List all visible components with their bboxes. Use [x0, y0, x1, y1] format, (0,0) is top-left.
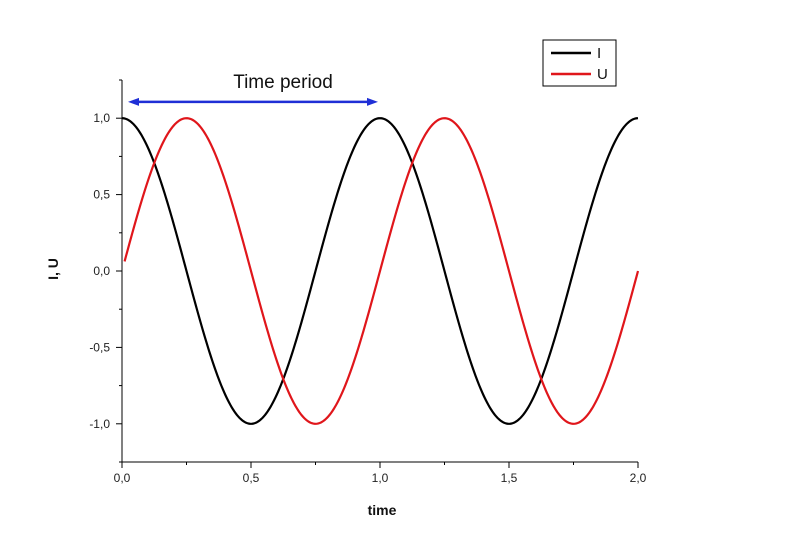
- y-tick-label: 0,0: [93, 264, 110, 278]
- series-line-u: [123, 117, 640, 425]
- legend-box: [542, 39, 617, 87]
- x-axis-title: time: [368, 502, 397, 518]
- x-tick-label: 1,5: [501, 471, 518, 485]
- series-line-i: [121, 117, 639, 425]
- x-tick-label: 0,0: [114, 471, 131, 485]
- y-tick-label: -0,5: [89, 340, 110, 354]
- x-tick-label: 1,0: [372, 471, 389, 485]
- y-tick-label: -1,0: [89, 417, 110, 431]
- time-period-annotation: Time period: [128, 72, 378, 106]
- legend-label-i: I: [597, 45, 601, 62]
- legend: IU: [542, 39, 617, 87]
- series-group: [121, 117, 640, 425]
- y-tick-label: 0,5: [93, 188, 110, 202]
- arrow-head-right: [367, 97, 378, 106]
- annotation-label: Time period: [233, 72, 333, 93]
- legend-label-u: U: [597, 66, 608, 83]
- y-axis-title: I, U: [45, 258, 61, 280]
- x-tick-label: 0,5: [243, 471, 260, 485]
- ticks: 0,0 0,5 1,0 1,5 2,0 -1,0 -0,5 0,0 0,5 1,0: [89, 79, 647, 485]
- y-tick-label: 1,0: [93, 111, 110, 125]
- x-tick-label: 2,0: [630, 471, 647, 485]
- arrow-head-left: [128, 97, 139, 106]
